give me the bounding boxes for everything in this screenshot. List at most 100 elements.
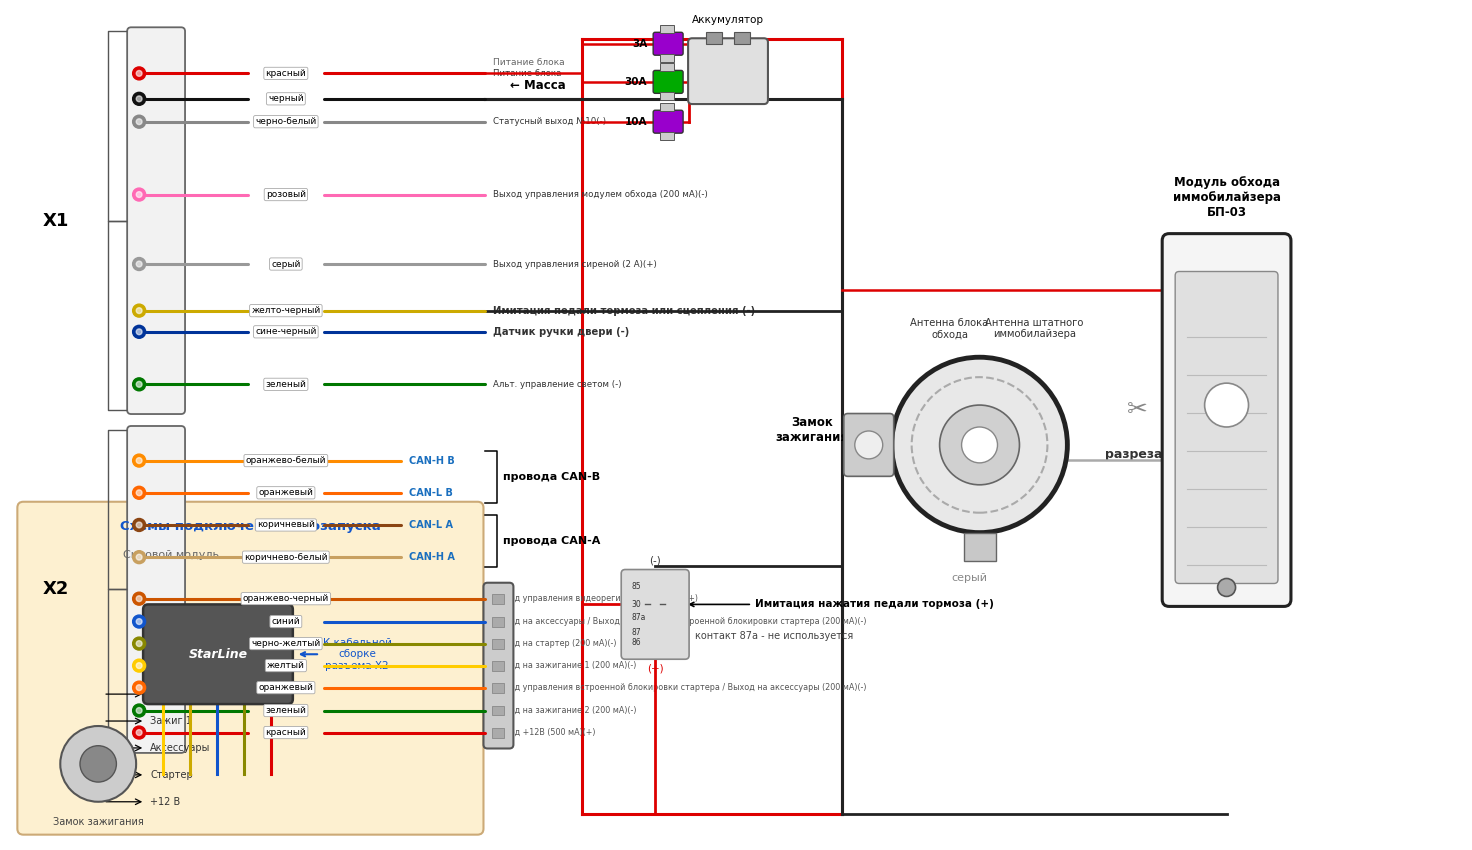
Text: Схемы подключения автозапуска: Схемы подключения автозапуска bbox=[121, 519, 381, 533]
Circle shape bbox=[79, 745, 116, 782]
Text: ← Масса: ← Масса bbox=[511, 79, 567, 92]
Circle shape bbox=[132, 704, 146, 717]
Text: 30: 30 bbox=[631, 600, 640, 609]
Text: Альт. управление светом (-): Альт. управление светом (-) bbox=[493, 380, 623, 388]
Text: Выход управления модулем обхода (200 мА)(-): Выход управления модулем обхода (200 мА)… bbox=[493, 190, 708, 199]
Text: Выход управления сиреной (2 А)(+): Выход управления сиреной (2 А)(+) bbox=[493, 259, 657, 269]
Circle shape bbox=[132, 116, 146, 128]
Text: Имитация педали тормоза или сцепления (-): Имитация педали тормоза или сцепления (-… bbox=[493, 306, 755, 315]
Text: Антенна блока
обхода: Антенна блока обхода bbox=[911, 318, 989, 339]
Text: синий: синий bbox=[271, 617, 300, 626]
Circle shape bbox=[1204, 383, 1248, 427]
Text: CAN-H B: CAN-H B bbox=[409, 456, 455, 466]
Circle shape bbox=[132, 304, 146, 317]
Circle shape bbox=[137, 729, 141, 735]
Text: CAN-L A: CAN-L A bbox=[409, 520, 452, 530]
Circle shape bbox=[132, 726, 146, 739]
Circle shape bbox=[137, 308, 141, 314]
Text: StarLine: StarLine bbox=[188, 648, 247, 660]
Text: К кабельной
сборке
разъема X2: К кабельной сборке разъема X2 bbox=[300, 638, 392, 671]
FancyBboxPatch shape bbox=[654, 71, 683, 94]
FancyBboxPatch shape bbox=[1163, 234, 1291, 606]
Bar bbox=[659, 64, 674, 71]
Circle shape bbox=[137, 554, 141, 560]
Text: Замок зажигания: Замок зажигания bbox=[53, 817, 144, 827]
FancyBboxPatch shape bbox=[127, 27, 185, 414]
Text: зеленый: зеленый bbox=[265, 706, 306, 715]
Circle shape bbox=[132, 326, 146, 338]
Text: Зажиг 2: Зажиг 2 bbox=[150, 689, 193, 699]
Circle shape bbox=[137, 96, 141, 102]
Text: Питание блока: Питание блока bbox=[493, 59, 565, 67]
Text: Аксессуары: Аксессуары bbox=[150, 743, 210, 753]
Text: оранжево-белый: оранжево-белый bbox=[246, 456, 327, 465]
Circle shape bbox=[1217, 579, 1235, 597]
Text: черный: черный bbox=[268, 94, 303, 104]
Text: серый: серый bbox=[271, 259, 300, 269]
Text: +12 В: +12 В bbox=[150, 796, 181, 807]
Circle shape bbox=[137, 261, 141, 267]
Bar bbox=[493, 706, 505, 716]
Text: Выход на зажигание 2 (200 мА)(-): Выход на зажигание 2 (200 мА)(-) bbox=[493, 706, 637, 715]
Bar bbox=[659, 93, 674, 100]
Text: Выход управления встроенной блокировки стартера / Выход на аксессуары (200 мА)(-: Выход управления встроенной блокировки с… bbox=[493, 683, 867, 692]
Circle shape bbox=[132, 638, 146, 650]
Circle shape bbox=[137, 191, 141, 197]
Text: зеленый: зеленый bbox=[265, 380, 306, 388]
Text: Зажиг 1: Зажиг 1 bbox=[150, 716, 191, 726]
Circle shape bbox=[132, 378, 146, 391]
Text: коричневый: коричневый bbox=[258, 520, 315, 530]
FancyBboxPatch shape bbox=[18, 502, 483, 835]
Text: Выход на зажигание 1 (200 мА)(-): Выход на зажигание 1 (200 мА)(-) bbox=[493, 661, 637, 670]
FancyBboxPatch shape bbox=[1175, 271, 1278, 583]
FancyBboxPatch shape bbox=[483, 583, 514, 749]
Bar bbox=[493, 683, 505, 693]
Text: 87: 87 bbox=[631, 628, 640, 637]
Text: черно-желтый: черно-желтый bbox=[252, 639, 321, 648]
Circle shape bbox=[132, 486, 146, 499]
Text: черно-белый: черно-белый bbox=[255, 117, 316, 126]
Circle shape bbox=[137, 382, 141, 388]
Bar bbox=[707, 32, 723, 44]
Bar bbox=[659, 103, 674, 111]
Text: Силовой модуль: Силовой модуль bbox=[122, 550, 218, 559]
Circle shape bbox=[132, 659, 146, 672]
Text: серый: серый bbox=[1004, 420, 1041, 430]
Bar bbox=[493, 660, 505, 671]
Text: ✂: ✂ bbox=[1126, 398, 1148, 422]
Text: серый: серый bbox=[951, 574, 988, 583]
Text: Модуль обхода
иммобилайзера
БП-03: Модуль обхода иммобилайзера БП-03 bbox=[1173, 176, 1281, 218]
FancyBboxPatch shape bbox=[143, 604, 293, 704]
Circle shape bbox=[132, 258, 146, 270]
Circle shape bbox=[132, 551, 146, 564]
Text: Выход на стартер (200 мА)(-): Выход на стартер (200 мА)(-) bbox=[493, 639, 617, 648]
Text: разрезать: разрезать bbox=[1105, 449, 1178, 462]
Text: желто-черный: желто-черный bbox=[252, 306, 321, 315]
FancyBboxPatch shape bbox=[127, 426, 185, 753]
Text: (+): (+) bbox=[646, 663, 664, 673]
Circle shape bbox=[60, 726, 135, 802]
Text: оранжевый: оранжевый bbox=[259, 683, 314, 692]
Text: Имитация нажатия педали тормоза (+): Имитация нажатия педали тормоза (+) bbox=[690, 599, 994, 609]
FancyBboxPatch shape bbox=[621, 570, 689, 660]
Text: контакт 87a - не используется: контакт 87a - не используется bbox=[695, 632, 854, 641]
Text: Статусный выход №10(-): Статусный выход №10(-) bbox=[493, 117, 606, 126]
Text: Замок
зажигания: Замок зажигания bbox=[776, 416, 848, 444]
FancyBboxPatch shape bbox=[687, 38, 768, 104]
Circle shape bbox=[137, 329, 141, 335]
Bar bbox=[493, 638, 505, 649]
Text: Выход на аксессуары / Выход управления встроенной блокировки стартера (200 мА)(-: Выход на аксессуары / Выход управления в… bbox=[493, 617, 867, 626]
Circle shape bbox=[132, 454, 146, 467]
Text: красный: красный bbox=[265, 728, 306, 737]
Text: 30A: 30A bbox=[624, 76, 648, 87]
Circle shape bbox=[132, 592, 146, 605]
Bar bbox=[493, 593, 505, 604]
Bar bbox=[659, 54, 674, 62]
Circle shape bbox=[132, 93, 146, 105]
Text: Аккумулятор: Аккумулятор bbox=[692, 15, 764, 26]
Circle shape bbox=[137, 619, 141, 625]
Circle shape bbox=[961, 427, 998, 463]
Circle shape bbox=[137, 641, 141, 647]
Circle shape bbox=[939, 405, 1020, 484]
Circle shape bbox=[137, 596, 141, 602]
